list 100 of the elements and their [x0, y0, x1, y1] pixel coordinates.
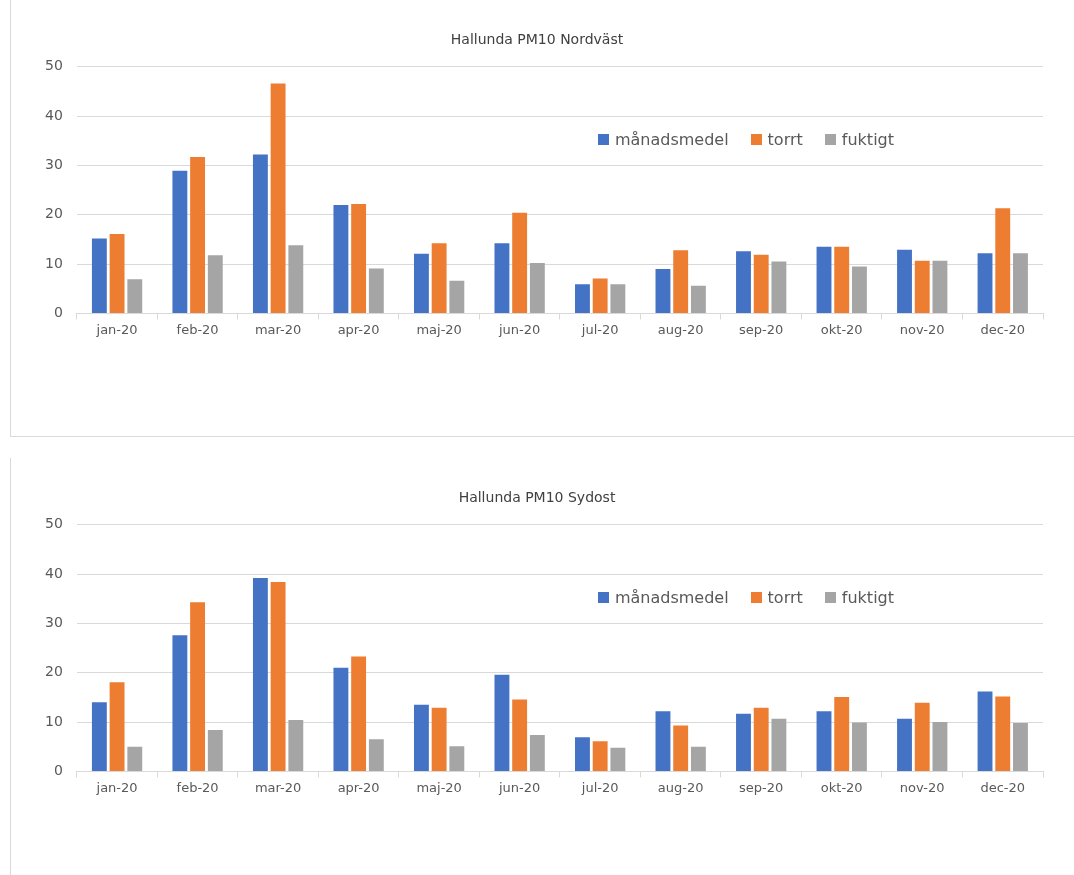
x-tick-label: dec-20 [980, 321, 1026, 337]
bar [413, 704, 429, 771]
bar [449, 280, 465, 313]
bar [172, 635, 188, 771]
x-tick-label: apr-20 [337, 779, 380, 795]
chart-title: Hallunda PM10 Nordväst [450, 31, 624, 48]
bar [673, 725, 689, 771]
bar [529, 263, 545, 313]
chart-title: Hallunda PM10 Sydost [458, 489, 616, 506]
bar [753, 707, 769, 771]
bar [368, 268, 384, 313]
x-tick-label: aug-20 [657, 779, 704, 795]
y-tick-label: 40 [44, 564, 63, 581]
bar [270, 83, 286, 313]
bar [771, 718, 787, 771]
bar [207, 729, 223, 771]
bar [592, 278, 608, 313]
bar [736, 713, 751, 771]
x-tick-label: jul-20 [580, 779, 619, 795]
bar [172, 170, 188, 313]
bar [655, 269, 671, 313]
x-tick-label: jul-20 [580, 321, 619, 337]
y-tick-label: 20 [44, 205, 63, 222]
bar [897, 249, 912, 313]
bar [512, 699, 528, 771]
bar [207, 255, 223, 313]
x-tick-label: okt-20 [820, 779, 863, 795]
legend-label: månadsmedel [614, 588, 729, 607]
x-tick-label: aug-20 [657, 321, 704, 337]
x-tick-label: feb-20 [176, 321, 219, 337]
bar [736, 251, 751, 313]
bar [610, 284, 626, 313]
bar [91, 702, 107, 771]
bar [834, 696, 850, 771]
x-tick-label: maj-20 [416, 321, 462, 337]
bar [834, 246, 850, 313]
x-tick-label: jun-20 [497, 779, 541, 795]
bar [288, 720, 304, 771]
bar [592, 741, 608, 771]
bar [1013, 253, 1028, 313]
bar [494, 674, 510, 771]
x-tick-label: nov-20 [899, 321, 945, 337]
bar [914, 260, 930, 313]
bar [690, 746, 706, 771]
x-tick-label: sep-20 [739, 779, 784, 795]
bar [351, 656, 367, 771]
bar [494, 243, 510, 313]
y-tick-label: 50 [44, 515, 63, 532]
legend-label: månadsmedel [614, 130, 729, 149]
bar [673, 250, 689, 313]
y-tick-label: 0 [53, 304, 63, 321]
bar [109, 682, 125, 771]
y-tick-label: 0 [53, 762, 63, 779]
bar [575, 737, 590, 771]
y-tick-label: 20 [44, 663, 63, 680]
x-tick-label: maj-20 [416, 779, 462, 795]
bar [512, 212, 528, 313]
x-tick-label: apr-20 [337, 321, 380, 337]
bar [575, 284, 590, 313]
bar [431, 243, 447, 313]
bar [932, 722, 948, 771]
legend-label: torrt [767, 588, 803, 607]
x-tick-label: jan-20 [95, 779, 138, 795]
bar [270, 582, 286, 771]
bar [252, 578, 268, 771]
bar [816, 711, 832, 771]
bar [851, 266, 867, 313]
legend-label: fuktigt [841, 588, 894, 607]
bar [333, 204, 349, 313]
bar [897, 718, 912, 771]
bar [109, 234, 125, 313]
bar [1013, 723, 1028, 771]
bar [368, 739, 384, 771]
legend-label: fuktigt [841, 130, 894, 149]
bar [816, 246, 832, 313]
x-tick-label: nov-20 [899, 779, 945, 795]
x-tick-label: okt-20 [820, 321, 863, 337]
legend-label: torrt [767, 130, 803, 149]
bar [690, 285, 706, 313]
bar [995, 696, 1011, 771]
bar [529, 734, 545, 771]
bar [127, 746, 143, 771]
bar [610, 747, 626, 771]
y-tick-label: 50 [44, 57, 63, 74]
bar [449, 746, 465, 771]
bar [771, 261, 787, 313]
bar [413, 253, 429, 313]
bar [190, 602, 206, 771]
x-tick-label: mar-20 [254, 779, 302, 795]
bar [977, 691, 993, 771]
bar [190, 157, 206, 313]
bar [127, 279, 143, 313]
bar [914, 702, 930, 771]
x-tick-label: feb-20 [176, 779, 219, 795]
bar [655, 711, 671, 771]
bar [431, 707, 447, 771]
bar [351, 203, 367, 313]
bar [333, 667, 349, 771]
y-tick-label: 10 [44, 712, 63, 729]
bar [932, 260, 948, 313]
